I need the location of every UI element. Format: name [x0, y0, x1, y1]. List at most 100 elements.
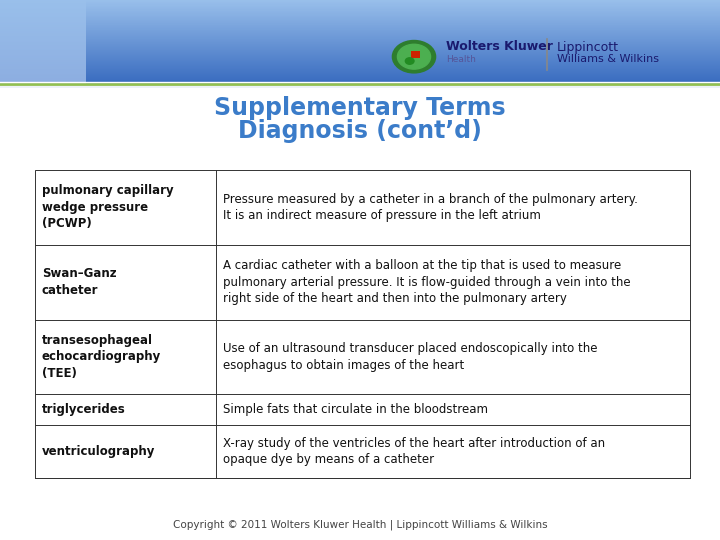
Bar [0, 32, 720, 33]
Bar [0, 15, 720, 16]
Bar [0, 17, 86, 18]
Bar [0, 45, 720, 46]
Text: Pressure measured by a catheter in a branch of the pulmonary artery.
It is an in: Pressure measured by a catheter in a bra… [223, 193, 638, 222]
Bar [0, 40, 86, 41]
Bar [0, 25, 720, 26]
Bar [0, 64, 86, 65]
Bar [0, 9, 720, 10]
Bar [0, 65, 720, 66]
Bar [0, 22, 86, 23]
Bar [0, 68, 86, 69]
Bar [0, 36, 720, 37]
Bar [0, 60, 86, 61]
Bar [35, 245, 690, 320]
Text: Use of an ultrasound transducer placed endoscopically into the
esophagus to obta: Use of an ultrasound transducer placed e… [223, 342, 598, 372]
Bar [0, 61, 86, 62]
Bar [0, 20, 86, 21]
Bar [0, 14, 86, 15]
Bar [0, 12, 720, 13]
Bar [0, 54, 720, 55]
Bar [0, 74, 86, 75]
Bar [0, 41, 720, 42]
Text: Copyright © 2011 Wolters Kluwer Health | Lippincott Williams & Wilkins: Copyright © 2011 Wolters Kluwer Health |… [173, 519, 547, 530]
Bar [0, 3, 720, 4]
Bar [0, 65, 86, 66]
Bar [0, 15, 86, 16]
Circle shape [405, 58, 414, 64]
Bar [0, 34, 720, 35]
Bar [0, 43, 720, 44]
Bar [0, 77, 86, 78]
Bar [35, 170, 690, 245]
Bar [0, 41, 86, 42]
Bar [0, 6, 86, 7]
Bar [0, 55, 720, 56]
Bar [0, 66, 720, 67]
Bar [0, 76, 86, 77]
Bar [0, 27, 720, 28]
Bar [0, 44, 720, 45]
Bar [0, 33, 86, 34]
Bar [0, 9, 86, 10]
Bar [0, 32, 86, 33]
Circle shape [392, 40, 436, 73]
Text: Health: Health [446, 55, 476, 64]
Bar [0, 66, 86, 67]
Bar [0, 69, 86, 70]
Bar [0, 52, 86, 53]
Circle shape [397, 44, 431, 69]
Bar [0, 79, 86, 80]
Bar [0, 73, 86, 74]
Bar [0, 61, 720, 62]
Bar [0, 3, 86, 4]
Bar [0, 47, 720, 48]
Bar [0, 67, 86, 68]
Bar [0, 2, 720, 3]
Text: pulmonary capillary
wedge pressure
(PCWP): pulmonary capillary wedge pressure (PCWP… [42, 185, 174, 231]
Bar [0, 11, 86, 12]
Bar [0, 70, 86, 71]
Bar [0, 21, 720, 22]
Bar [0, 74, 720, 75]
Bar [0, 38, 720, 39]
Bar [0, 50, 720, 51]
Bar [0, 55, 86, 56]
Text: Simple fats that circulate in the bloodstream: Simple fats that circulate in the bloods… [223, 403, 488, 416]
Bar [0, 10, 720, 11]
Bar [0, 37, 720, 38]
Bar [0, 5, 86, 6]
Bar [0, 31, 86, 32]
Bar [0, 54, 86, 55]
Text: transesophageal
echocardiography
(TEE): transesophageal echocardiography (TEE) [42, 334, 161, 380]
Bar [0, 67, 720, 68]
Bar [0, 2, 86, 3]
Bar [0, 12, 86, 13]
Bar [0, 39, 86, 40]
Bar [14, 92, 706, 518]
Bar [0, 33, 720, 34]
Bar [0, 28, 86, 29]
Bar [0, 49, 720, 50]
Bar [0, 34, 86, 35]
Bar [0, 70, 720, 71]
Bar [0, 78, 720, 79]
Bar [0, 30, 720, 31]
Bar [0, 71, 720, 72]
Bar [0, 29, 720, 30]
Text: ventriculography: ventriculography [42, 445, 155, 458]
Bar [0, 46, 86, 47]
Bar [0, 4, 86, 5]
Bar [0, 71, 86, 72]
Text: Williams & Wilkins: Williams & Wilkins [557, 55, 659, 64]
Bar [0, 28, 720, 29]
Bar [0, 8, 86, 9]
Bar [0, 48, 720, 49]
Bar [0, 82, 720, 83]
Bar [35, 394, 690, 425]
Bar [0, 42, 720, 43]
Bar [0, 14, 720, 15]
Bar [0, 10, 86, 11]
Bar [0, 63, 86, 64]
Bar [0, 7, 720, 8]
Bar [0, 51, 86, 52]
